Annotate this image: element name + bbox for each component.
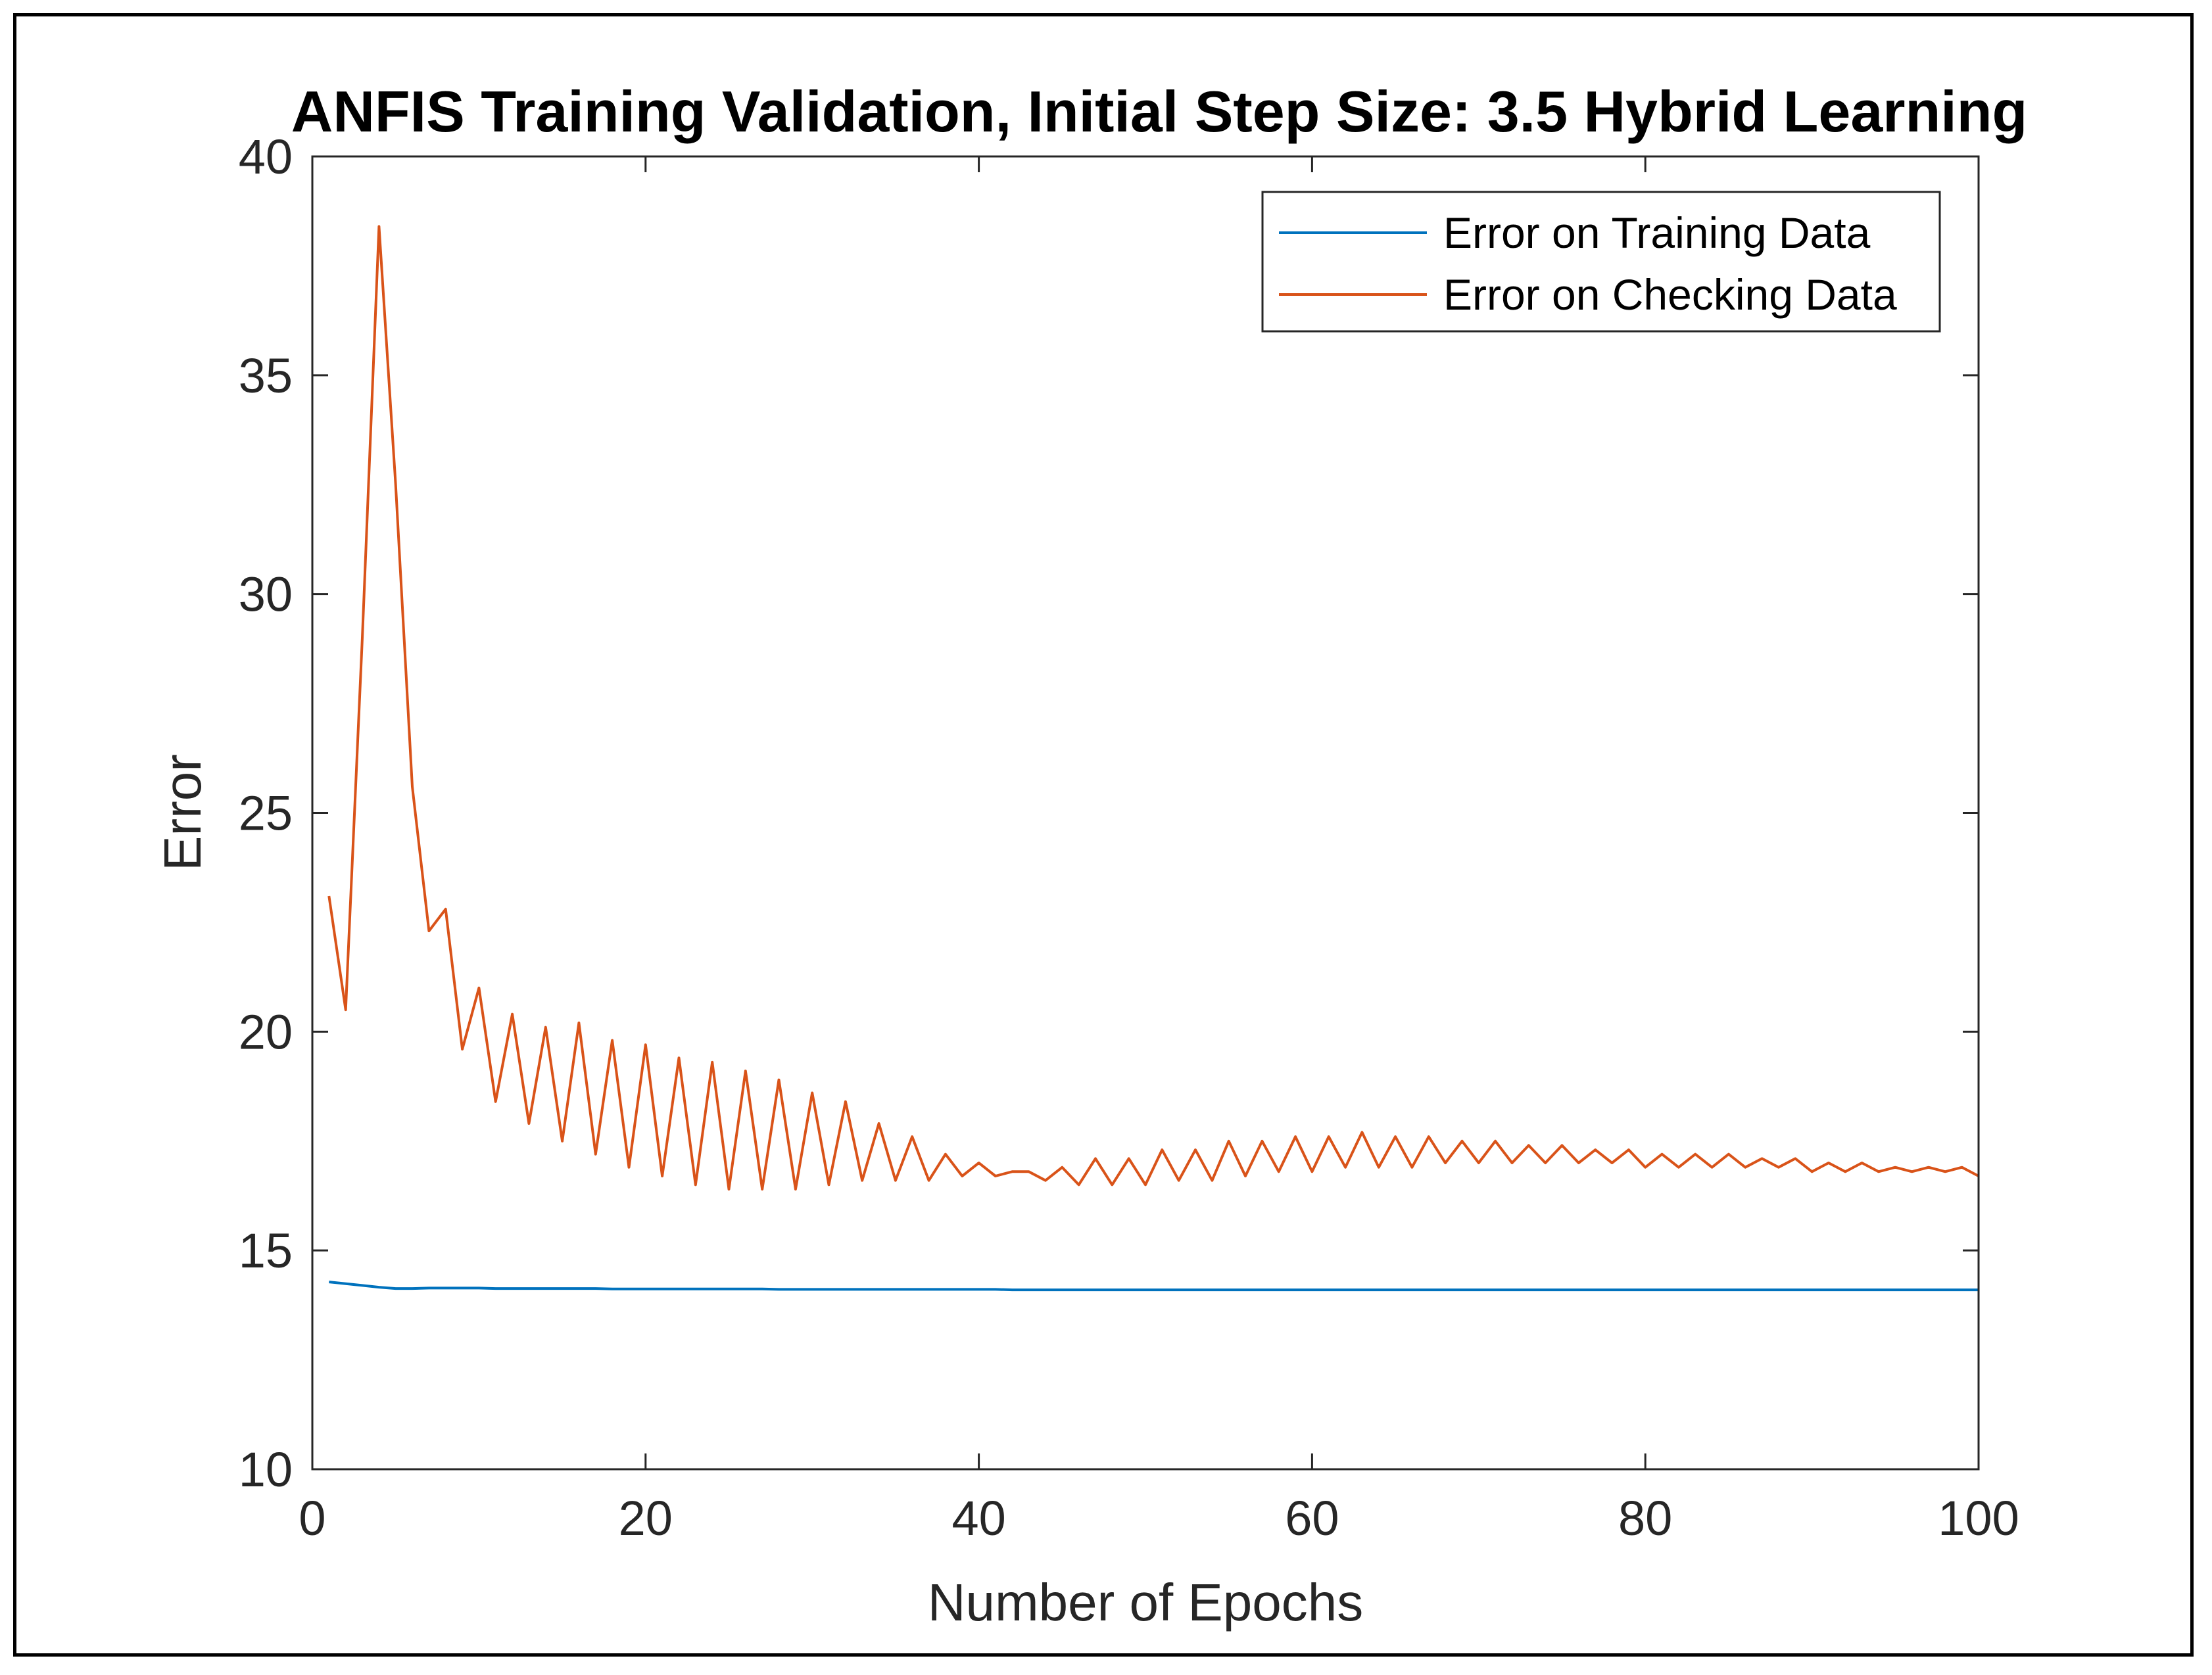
legend-label-checking: Error on Checking Data <box>1443 270 1897 319</box>
x-tick-label: 0 <box>299 1491 325 1545</box>
y-axis-label: Error <box>153 754 212 871</box>
series-line-training <box>329 1281 1979 1292</box>
legend-label-training: Error on Training Data <box>1443 208 1871 257</box>
y-tick-label: 15 <box>239 1223 293 1278</box>
y-tick-label: 10 <box>239 1442 293 1497</box>
x-tick-label: 60 <box>1285 1491 1339 1545</box>
plot-area <box>312 156 1979 1469</box>
x-axis-label: Number of Epochs <box>928 1573 1364 1632</box>
plot-border <box>311 155 1980 1471</box>
x-tick-label: 40 <box>951 1491 1005 1545</box>
y-tick-label: 30 <box>239 567 293 622</box>
y-tick-label: 20 <box>239 1004 293 1059</box>
legend-box <box>1261 191 1941 333</box>
x-tick-label: 100 <box>1938 1491 2019 1545</box>
x-tick-label: 20 <box>619 1491 673 1545</box>
x-tick-label: 80 <box>1618 1491 1672 1545</box>
series-line-checking <box>327 225 1979 1191</box>
y-tick-label: 35 <box>239 348 293 403</box>
series-layer <box>327 225 1979 1292</box>
chart-title: ANFIS Training Validation, Initial Step … <box>291 79 2027 144</box>
y-tick-label: 25 <box>239 786 293 841</box>
legend[interactable]: Error on Training Data Error on Checking… <box>1261 191 1941 333</box>
y-tick-label: 40 <box>239 130 293 184</box>
tick-layer: 0 20 40 60 80 100 10 15 20 25 30 35 40 <box>239 130 2019 1545</box>
